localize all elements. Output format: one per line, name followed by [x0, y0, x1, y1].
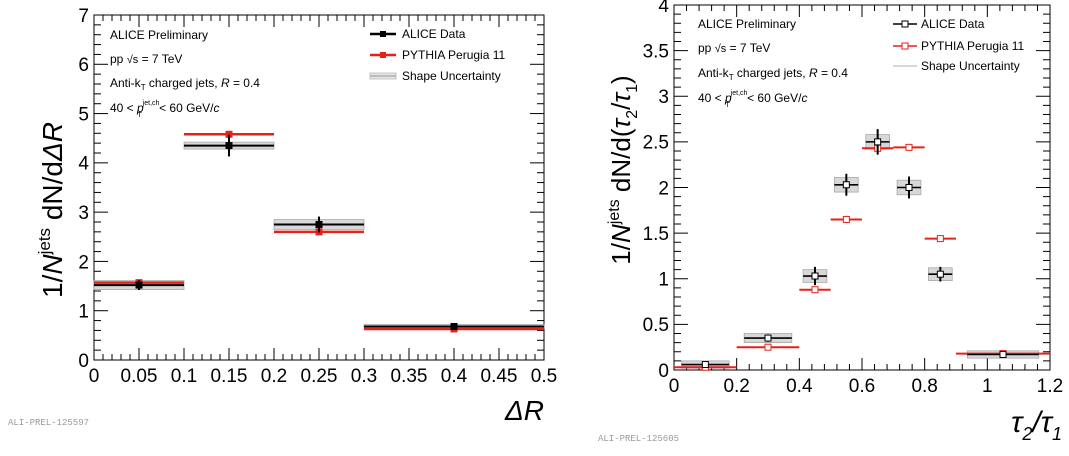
y-tick-label: 6 [78, 55, 89, 76]
alice-data-point [315, 220, 323, 228]
jet-pt-range-label: 40 < pjet,ch T < 60 GeV/c [698, 90, 807, 109]
y-tick-label: 4 [78, 154, 89, 175]
alice-data-point [450, 322, 458, 330]
x-tick-label: 0.3 [351, 366, 377, 387]
x-tick-label: 0.2 [261, 366, 287, 387]
delta-r-x-axis-title: ΔR [504, 395, 544, 426]
alice-data-point [842, 181, 850, 189]
jet-pt-range-label: 40 < pjet,ch T < 60 GeV/c [110, 100, 219, 119]
tau-ratio-ticks: 0 0.2 0.4 0.6 0.8 1 1.2 0 0.5 1 1.5 2 2.5 3 3.5 4 [643, 0, 1064, 397]
x-tick-label: 0.15 [211, 366, 248, 387]
tau-ratio-figure-tag: ALI-PREL-125605 [598, 434, 679, 444]
delta-r-series [93, 130, 545, 333]
delta-r-legend: ALICE Data PYTHIA Perugia 11 Shape Uncer… [369, 27, 505, 83]
legend-model-marker [901, 42, 909, 50]
alice-preliminary-label: ALICE Preliminary [698, 17, 796, 31]
x-tick-label: 0 [89, 366, 100, 387]
tau-ratio-series [674, 129, 1050, 371]
alice-data-point [811, 272, 819, 280]
delta-r-y-axis-title: 1/Njets dN/dΔR [35, 122, 68, 298]
x-tick-label: 0.4 [786, 376, 813, 397]
alice-data-point [874, 138, 882, 146]
legend-data-marker [380, 31, 386, 37]
delta-r-plot-frame [93, 14, 545, 361]
alice-data-point [999, 350, 1007, 358]
tau-ratio-x-axis-title: τ2/τ1 [1011, 406, 1062, 444]
pythia-point [905, 143, 913, 151]
y-tick-label: 3.5 [643, 41, 669, 62]
y-tick-label: 2.5 [643, 133, 669, 154]
jet-algorithm-label: Anti-kT charged jets, R = 0.4 [698, 66, 848, 82]
delta-r-ticks: 0 0.05 0.1 0.15 0.2 0.25 0.3 0.35 0.4 0.45 0.5 0 1 2 3… [78, 6, 557, 387]
collision-energy-label: pp √s = 7 TeV [110, 52, 182, 66]
y-tick-label: 1 [78, 302, 89, 323]
x-tick-label: 0.8 [911, 376, 937, 397]
x-tick-label: 0 [669, 376, 680, 397]
alice-data-point [905, 184, 913, 191]
y-tick-label: 4 [658, 0, 669, 17]
x-tick-label: 1 [982, 376, 993, 397]
delta-r-chart-panel: 0 0.05 0.1 0.15 0.2 0.25 0.3 0.35 0.4 0.45 0.5 0 1 2 3… [8, 6, 557, 428]
y-tick-label: 2 [658, 178, 669, 199]
plot-area-border [93, 14, 545, 361]
y-tick-label: 0 [658, 361, 669, 382]
y-tick-label: 1 [658, 270, 669, 291]
x-tick-label: 0.6 [849, 376, 875, 397]
x-tick-label: 0.1 [171, 366, 197, 387]
collision-energy-label: pp √s = 7 TeV [698, 41, 770, 55]
x-tick-label: 1.2 [1037, 376, 1063, 397]
delta-r-figure-tag: ALI-PREL-125597 [8, 418, 89, 428]
y-tick-label: 1.5 [643, 224, 669, 245]
alice-data-point [225, 142, 233, 150]
pythia-point [936, 235, 944, 243]
tau-ratio-legend: ALICE Data PYTHIA Perugia 11 Shape Uncer… [893, 17, 1024, 73]
x-tick-label: 0.5 [531, 366, 557, 387]
legend-model-label: PYTHIA Perugia 11 [921, 39, 1024, 53]
y-tick-label: 2 [78, 252, 89, 273]
legend-data-label: ALICE Data [402, 27, 466, 41]
y-tick-label: 7 [78, 6, 89, 27]
pythia-point [811, 286, 819, 294]
alice-preliminary-label: ALICE Preliminary [110, 28, 208, 42]
legend-model-marker [380, 52, 386, 58]
legend-data-label: ALICE Data [921, 17, 985, 31]
pythia-point [842, 215, 850, 223]
pythia-point [764, 343, 772, 351]
y-tick-label: 3 [78, 203, 89, 224]
y-tick-label: 0 [78, 351, 89, 372]
jet-algorithm-label: Anti-kT charged jets, R = 0.4 [110, 76, 260, 92]
tau-ratio-chart-panel: 0 0.2 0.4 0.6 0.8 1 1.2 0 0.5 1 1.5 2 2.5 3 3.5 4 ALICE… [590, 0, 1069, 451]
x-tick-label: 0.2 [723, 376, 749, 397]
legend-band-label: Shape Uncertainty [402, 69, 501, 83]
x-tick-label: 0.05 [121, 366, 158, 387]
x-tick-label: 0.25 [301, 366, 338, 387]
x-tick-label: 0.35 [391, 366, 428, 387]
legend-band-label: Shape Uncertainty [921, 59, 1020, 73]
legend-model-label: PYTHIA Perugia 11 [402, 48, 505, 62]
delta-r-chart: 0 0.05 0.1 0.15 0.2 0.25 0.3 0.35 0.4 0.45 0.5 0 1 2 3… [8, 6, 557, 428]
alice-data-point [135, 281, 143, 289]
y-tick-label: 0.5 [643, 315, 669, 336]
legend-data-marker [901, 20, 909, 28]
tau-ratio-y-axis-title: 1/Njets dN/d(τ2/τ1) [606, 75, 641, 264]
y-tick-label: 3 [658, 87, 669, 108]
alice-data-point [701, 361, 709, 369]
x-tick-label: 0.45 [481, 366, 518, 387]
alice-data-point [764, 334, 772, 342]
alice-data-point [936, 270, 944, 278]
tau-ratio-chart: 0 0.2 0.4 0.6 0.8 1 1.2 0 0.5 1 1.5 2 2.5 3 3.5 4 ALICE… [598, 0, 1064, 444]
y-tick-label: 5 [78, 104, 89, 125]
x-tick-label: 0.4 [441, 366, 468, 387]
